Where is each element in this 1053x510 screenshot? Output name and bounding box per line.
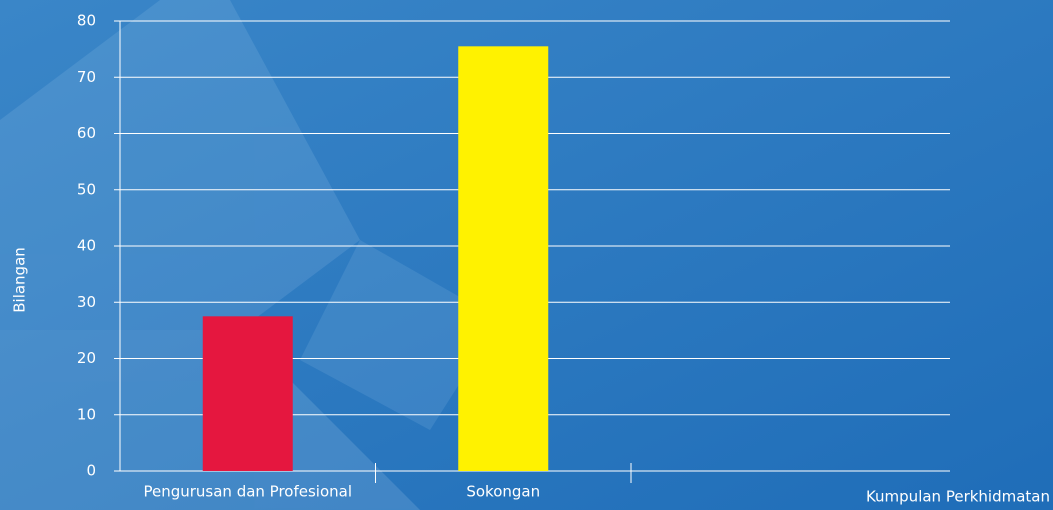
x-axis-label: Kumpulan Perkhidmatan [866,488,1050,506]
y-tick-label: 50 [77,180,96,198]
bar [458,46,549,471]
bar [202,316,293,471]
x-tick-label: Pengurusan dan Profesional [143,483,352,501]
y-tick-label: 80 [77,12,96,30]
y-tick-label: 30 [77,293,96,311]
y-axis-label: Bilangan [11,247,29,313]
y-tick-label: 60 [77,124,96,142]
y-tick-label: 20 [77,349,96,367]
laptop-illustration [0,0,500,510]
x-tick-label: Sokongan [466,483,540,501]
y-tick-label: 40 [77,237,96,255]
y-tick-label: 10 [77,405,96,423]
y-tick-label: 70 [77,68,96,86]
y-tick-label: 0 [86,462,96,480]
